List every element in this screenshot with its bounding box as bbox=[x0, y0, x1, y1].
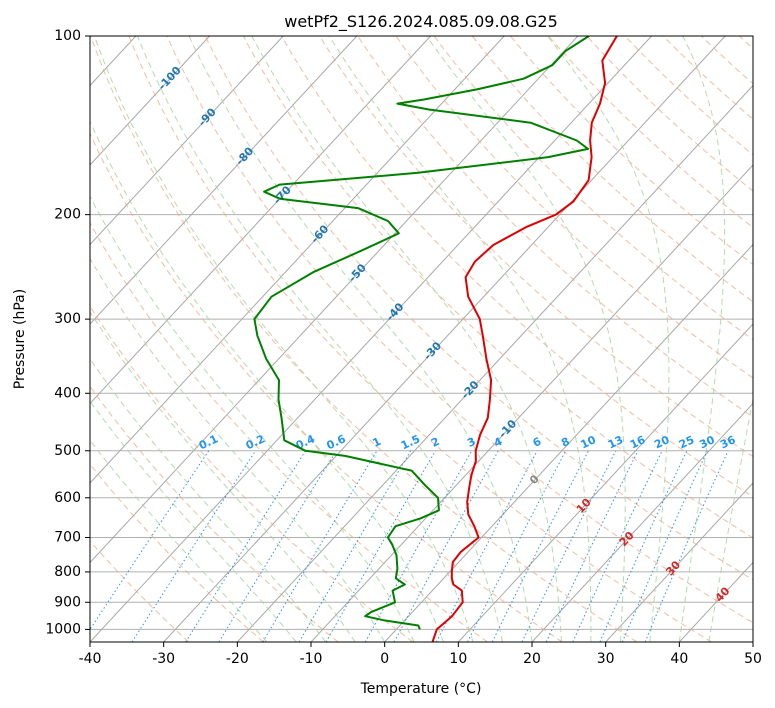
moist-adiabat-line bbox=[547, 36, 670, 642]
moist-adiabat-line bbox=[90, 257, 386, 642]
mixing-ratio-line bbox=[131, 450, 257, 642]
moist-adiabat-line bbox=[188, 36, 533, 642]
mixing-ratio-line bbox=[393, 450, 499, 642]
mixing-ratio-line bbox=[644, 450, 729, 642]
isotherm-line bbox=[236, 84, 753, 642]
isotherm-line bbox=[384, 243, 753, 642]
moist-adiabat-line bbox=[251, 36, 562, 642]
mixing-ratio-line bbox=[364, 450, 473, 642]
dry-adiabat-line bbox=[357, 36, 753, 418]
y-tick-label: 1000 bbox=[45, 621, 81, 637]
dry-adiabat-line bbox=[90, 385, 339, 642]
dry-adiabat-line bbox=[624, 36, 753, 156]
plot-area: -100-90-80-70-60-50-40-30-20-10010203040… bbox=[90, 36, 753, 642]
dry-adiabat-line bbox=[204, 36, 753, 581]
y-tick-label: 100 bbox=[54, 28, 81, 44]
mixing-ratio-lines bbox=[90, 450, 729, 642]
y-tick-label: 200 bbox=[54, 207, 81, 223]
mixing-ratio-label: 25 bbox=[677, 433, 696, 451]
y-tick-label: 800 bbox=[54, 564, 81, 580]
mixing-ratio-line bbox=[262, 450, 378, 642]
y-axis-ticks: 100 200 300 400 500 600 700 800 900 1000 bbox=[45, 28, 90, 637]
mixing-ratio-line bbox=[185, 450, 307, 642]
x-tick-label: 0 bbox=[380, 651, 389, 667]
profile-series bbox=[253, 36, 618, 642]
plot-frame bbox=[89, 35, 754, 643]
mixing-ratio-label: 20 bbox=[652, 433, 672, 451]
y-tick-label: 700 bbox=[54, 530, 81, 546]
x-axis-ticks: -40 -30 -20 -10 0 10 20 30 40 50 bbox=[79, 642, 762, 667]
moist-adiabat-line bbox=[136, 36, 503, 642]
dry-adiabat-line bbox=[90, 36, 638, 642]
mixing-ratio-line bbox=[491, 450, 589, 642]
y-tick-label: 600 bbox=[54, 490, 81, 506]
dry-adiabat-line bbox=[90, 132, 563, 642]
x-tick-label: 40 bbox=[670, 651, 688, 667]
moist-adiabat-line bbox=[90, 310, 356, 642]
x-axis-label: Temperature (°C) bbox=[360, 681, 482, 697]
isotherm-line bbox=[90, 36, 284, 246]
isotherm-line bbox=[90, 36, 579, 564]
x-tick-label: 30 bbox=[597, 651, 615, 667]
isotherm-line bbox=[90, 36, 431, 405]
x-tick-label: -40 bbox=[79, 651, 102, 667]
dry-adiabat-line bbox=[281, 36, 753, 498]
dry-adiabat-line bbox=[471, 36, 753, 303]
dry-adiabat-line bbox=[128, 36, 712, 642]
moist-adiabats bbox=[90, 36, 753, 642]
isotherm-line bbox=[457, 323, 753, 642]
mixing-ratio-label: 10 bbox=[579, 433, 599, 451]
x-tick-label: -10 bbox=[300, 651, 323, 667]
isotherm-line bbox=[90, 36, 505, 484]
isotherm-gridlines bbox=[90, 36, 753, 642]
mixing-ratio-label: 30 bbox=[697, 433, 717, 451]
mixing-ratio-line bbox=[90, 450, 210, 631]
x-tick-label: -20 bbox=[226, 651, 249, 667]
moist-adiabat-line bbox=[678, 36, 726, 642]
chart-title: wetPf2_S126.2024.085.09.08.G25 bbox=[284, 12, 558, 32]
x-tick-label: -30 bbox=[152, 651, 175, 667]
temperature-line bbox=[431, 36, 618, 642]
moist-adiabat-line bbox=[425, 36, 626, 642]
moist-adiabat-line bbox=[90, 357, 327, 642]
moist-adiabat-line bbox=[90, 195, 415, 642]
isotherm-line bbox=[90, 36, 210, 166]
moist-adiabat-line bbox=[93, 36, 474, 642]
dry-adiabat-line bbox=[242, 36, 753, 539]
mixing-ratio-line bbox=[218, 450, 337, 642]
dry-adiabat-line bbox=[433, 36, 753, 341]
isotherm-line bbox=[163, 36, 726, 642]
isotherm-line bbox=[90, 36, 652, 642]
dry-adiabat-line bbox=[319, 36, 753, 458]
mixing-ratio-line bbox=[435, 450, 538, 642]
x-tick-label: 10 bbox=[449, 651, 467, 667]
mixing-ratio-line bbox=[621, 450, 708, 642]
dry-adiabat-line bbox=[586, 36, 753, 192]
moist-adiabat-line bbox=[328, 36, 592, 642]
mixing-ratio-label: 13 bbox=[606, 433, 625, 451]
y-tick-label: 900 bbox=[54, 594, 81, 610]
isotherm-line bbox=[90, 36, 358, 325]
mixing-ratio-line bbox=[521, 450, 617, 642]
x-tick-label: 50 bbox=[744, 651, 762, 667]
dewpoint-line bbox=[253, 36, 590, 630]
mixing-ratio-label: 36 bbox=[718, 433, 738, 451]
y-tick-label: 300 bbox=[54, 311, 81, 327]
x-tick-label: 20 bbox=[523, 651, 541, 667]
mixing-ratio-label: 16 bbox=[628, 433, 648, 451]
y-axis-label: Pressure (hPa) bbox=[12, 289, 28, 389]
isotherm-line bbox=[531, 402, 753, 642]
moist-adiabat-line bbox=[708, 396, 753, 642]
isotherm-line bbox=[605, 482, 753, 642]
y-tick-label: 400 bbox=[54, 385, 81, 401]
y-tick-label: 500 bbox=[54, 443, 81, 459]
